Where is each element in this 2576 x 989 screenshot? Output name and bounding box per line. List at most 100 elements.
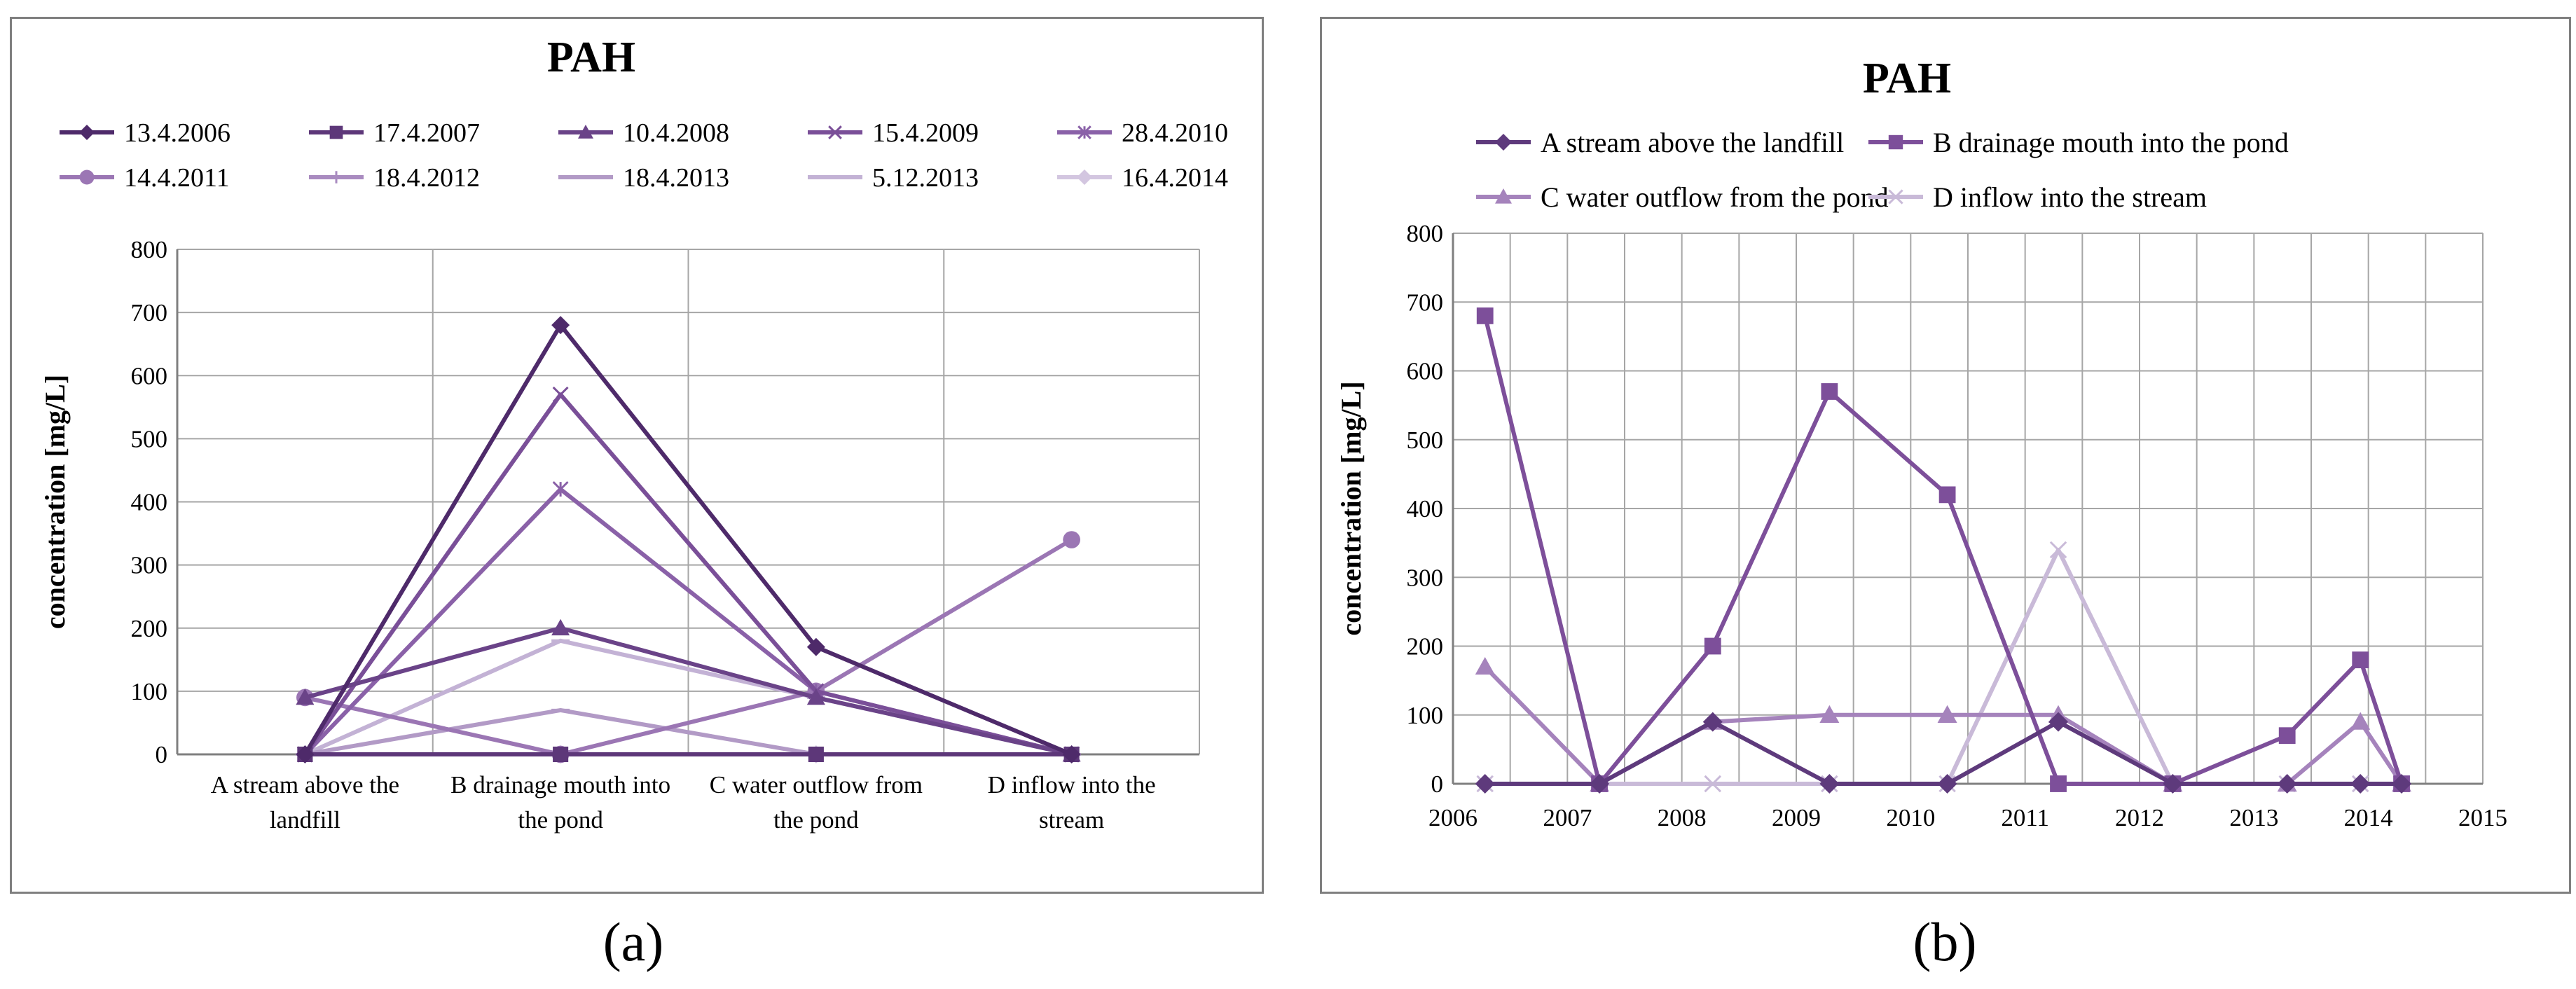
ytick-b-4: 400 xyxy=(1407,495,1444,523)
chart-a-title: PAH xyxy=(547,34,635,81)
point-b-0-9 xyxy=(2392,774,2412,794)
point-a-1-2 xyxy=(808,746,824,763)
ytick-a-2: 200 xyxy=(131,615,168,642)
ytick-a-8: 800 xyxy=(131,236,168,263)
series-line-a-0 xyxy=(303,323,1073,756)
legend-marker-b-1 xyxy=(1888,134,1903,150)
legend-marker-a-2 xyxy=(578,125,593,139)
legend-item-a-5: 14.4.2011 xyxy=(60,163,230,193)
legend-marker-a-1 xyxy=(329,125,343,139)
legend-item-a-7: 18.4.2013 xyxy=(558,163,729,193)
caption-b: (b) xyxy=(1913,911,1977,972)
xtick-b-0: 2006 xyxy=(1428,804,1478,831)
point-b-3-5 xyxy=(2049,541,2067,559)
point-a-2-0 xyxy=(296,688,315,705)
legend-item-a-8: 5.12.2013 xyxy=(808,163,979,193)
point-b-0-2 xyxy=(1702,712,1723,732)
point-b-0-1 xyxy=(1590,774,1610,794)
point-b-2-3 xyxy=(1819,705,1840,723)
xtick-a-1-line-0: B drainage mouth into xyxy=(450,771,670,798)
ytick-b-0: 0 xyxy=(1431,770,1444,798)
point-a-5-3 xyxy=(1063,531,1080,548)
point-b-0-3 xyxy=(1819,774,1840,794)
legend-label-a-8: 5.12.2013 xyxy=(872,163,979,193)
chart-b-svg: PAH A stream above the landfill B drainage… xyxy=(1335,55,2507,831)
legend-label-a-4: 28.4.2010 xyxy=(1122,118,1228,148)
point-b-0-7 xyxy=(2277,774,2297,794)
ytick-b-5: 500 xyxy=(1407,427,1444,454)
point-a-0-2 xyxy=(806,637,825,656)
xtick-a-1-line-1: the pond xyxy=(518,806,603,834)
point-a-0-1 xyxy=(551,316,570,335)
y-axis-label-a: concentration [mg/L] xyxy=(39,375,71,629)
series-line-b-0 xyxy=(1485,719,2402,786)
xtick-b-5: 2011 xyxy=(2001,804,2049,831)
point-b-0-6 xyxy=(2163,774,2183,794)
ytick-b-3: 300 xyxy=(1407,564,1444,591)
series-line-a-2 xyxy=(304,625,1073,756)
point-b-2-4 xyxy=(1937,705,1957,723)
legend-label-a-2: 10.4.2008 xyxy=(623,118,729,148)
caption-a: (a) xyxy=(602,911,664,972)
legend-label-a-3: 15.4.2009 xyxy=(872,118,979,148)
ytick-b-1: 100 xyxy=(1407,702,1444,729)
legend-label-b-2: C water outflow from the pond xyxy=(1541,181,1889,213)
legend-marker-a-9 xyxy=(1077,170,1092,185)
point-b-1-8 xyxy=(2352,651,2369,669)
xtick-a-2: C water outflow from the pond xyxy=(710,771,923,834)
series-line-b-1 xyxy=(1482,315,2404,786)
legend-item-a-4: 28.4.2010 xyxy=(1057,118,1228,148)
point-b-1-5 xyxy=(2050,775,2067,792)
point-a-0-0 xyxy=(296,745,315,763)
legend-marker-a-3 xyxy=(828,125,842,139)
point-b-1-3 xyxy=(1821,383,1838,400)
point-b-1-2 xyxy=(1704,637,1721,655)
ytick-a-3: 300 xyxy=(131,552,168,579)
xtick-b-3: 2009 xyxy=(1772,804,1821,831)
xtick-a-2-line-1: the pond xyxy=(773,806,859,834)
xtick-b-1: 2007 xyxy=(1543,804,1592,831)
legend-item-a-9: 16.4.2014 xyxy=(1057,163,1228,193)
point-a-2-1 xyxy=(551,618,570,636)
point-b-1-4 xyxy=(1938,486,1956,504)
point-b-2-0 xyxy=(1475,656,1495,675)
ytick-b-2: 200 xyxy=(1407,633,1444,661)
point-b-3-2 xyxy=(1704,775,1722,793)
xtick-a-0: A stream above the landfill xyxy=(211,771,399,834)
xtick-a-1: B drainage mouth into the pond xyxy=(450,771,670,834)
ytick-a-0: 0 xyxy=(156,741,168,768)
legend-label-a-9: 16.4.2014 xyxy=(1122,163,1228,193)
legend-label-b-3: D inflow into the stream xyxy=(1933,181,2207,213)
xtick-a-3-line-1: stream xyxy=(1039,806,1104,834)
xtick-a-3-line-0: D inflow into the xyxy=(988,771,1156,798)
point-a-0-3 xyxy=(1062,745,1081,763)
legend-item-b-2: C water outflow from the pond xyxy=(1476,181,1889,213)
point-a-1-1 xyxy=(553,746,569,763)
xtick-b-2: 2008 xyxy=(1658,804,1707,831)
chart-b-title: PAH xyxy=(1863,55,1951,102)
legend-label-a-5: 14.4.2011 xyxy=(124,163,230,193)
xtick-b-4: 2010 xyxy=(1886,804,1935,831)
point-b-0-5 xyxy=(2048,712,2069,732)
y-axis-label-b: concentration [mg/L] xyxy=(1335,381,1367,635)
legend-marker-b-0 xyxy=(1495,134,1512,151)
xtick-a-3: D inflow into the stream xyxy=(988,771,1156,834)
legend-label-b-0: A stream above the landfill xyxy=(1541,127,1844,158)
xtick-b-6: 2012 xyxy=(2115,804,2164,831)
legend-item-a-6: 18.4.2012 xyxy=(309,163,480,193)
xtick-b-8: 2014 xyxy=(2344,804,2393,831)
ytick-b-8: 800 xyxy=(1407,220,1444,247)
legend-item-b-1: B drainage mouth into the pond xyxy=(1868,127,2289,158)
xtick-a-0-line-1: landfill xyxy=(270,806,340,834)
point-b-0-0 xyxy=(1475,774,1495,794)
chart-a-svg: PAH 13.4.2006 17.4.2007 10.4.2008 15.4.2009 2… xyxy=(39,34,1228,834)
legend-marker-b-3 xyxy=(1888,189,1903,205)
ytick-a-5: 500 xyxy=(131,425,168,452)
point-b-1-0 xyxy=(1476,307,1494,324)
legend-label-a-7: 18.4.2013 xyxy=(623,163,729,193)
legend-marker-a-4 xyxy=(1077,125,1091,139)
legend-label-b-1: B drainage mouth into the pond xyxy=(1933,127,2289,158)
series-line-b-2 xyxy=(1483,665,2404,786)
ytick-b-7: 700 xyxy=(1407,289,1444,316)
ytick-a-7: 700 xyxy=(131,299,168,326)
